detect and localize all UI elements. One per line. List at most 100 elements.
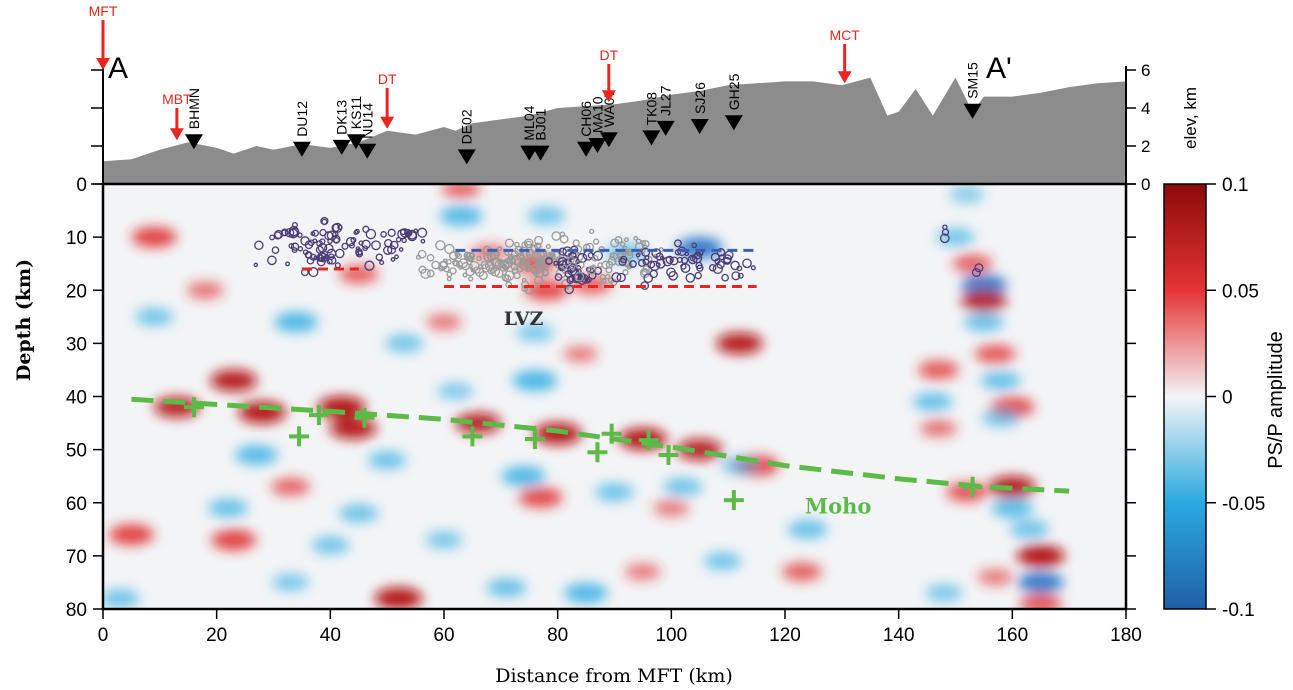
colorbar-gradient xyxy=(1163,183,1207,610)
positive-amplitude-blob xyxy=(653,499,690,517)
earthquake-hypocenter xyxy=(467,276,474,282)
positive-amplitude-blob xyxy=(426,313,462,331)
fault-label: MFT xyxy=(89,3,118,19)
earthquake-hypocenter xyxy=(389,240,399,250)
x-tick-label: 80 xyxy=(547,625,568,646)
negative-amplitude-blob xyxy=(311,536,350,555)
earthquake-hypocenter xyxy=(464,255,470,261)
earthquake-hypocenter xyxy=(680,263,687,270)
station-label: KS11 xyxy=(348,96,364,129)
positive-amplitude-blob xyxy=(917,360,959,380)
fault-arrow-head xyxy=(169,128,184,141)
earthquake-hypocenter xyxy=(438,265,445,272)
earthquake-hypocenter xyxy=(490,266,501,277)
y-tick-label: 40 xyxy=(66,388,87,409)
earthquake-hypocenter xyxy=(401,237,407,244)
earthquake-hypocenter xyxy=(497,258,504,266)
negative-amplitude-blob xyxy=(960,274,1007,296)
earthquake-hypocenter xyxy=(516,265,524,273)
earthquake-hypocenter xyxy=(271,246,280,255)
negative-amplitude-blob xyxy=(936,228,975,247)
y-tick-label: 80 xyxy=(66,600,87,621)
positive-amplitude-blob xyxy=(271,477,311,497)
station-label: TK08 xyxy=(643,92,659,126)
earthquake-hypocenter xyxy=(337,224,343,230)
earthquake-hypocenter xyxy=(290,242,300,251)
earthquake-hypocenter xyxy=(332,234,341,244)
earthquake-hypocenter xyxy=(417,227,428,238)
negative-amplitude-blob xyxy=(516,323,554,342)
fault-arrow-head xyxy=(380,116,395,129)
colorbar: 0.1 0.05 0 -0.05 -0.1 PS/P amplitude xyxy=(1163,175,1287,621)
negative-amplitude-blob xyxy=(527,206,566,225)
station-marker xyxy=(358,143,377,159)
x-tick-label: 0 xyxy=(98,625,109,646)
earthquake-hypocenter xyxy=(742,258,752,269)
negative-amplitude-blob xyxy=(385,334,424,353)
y-tick-label: 10 xyxy=(66,228,87,249)
earthquake-hypocenter xyxy=(514,241,520,248)
earthquake-hypocenter xyxy=(462,272,468,278)
earthquake-hypocenter xyxy=(691,253,703,264)
negative-amplitude-blob xyxy=(439,205,483,226)
earthquake-hypocenter xyxy=(317,254,324,261)
station-marker xyxy=(531,145,550,161)
negative-amplitude-blob xyxy=(425,531,463,549)
positive-amplitude-blob xyxy=(108,524,154,546)
earthquake-hypocenter xyxy=(545,243,551,250)
x-tick-label: 180 xyxy=(1110,625,1142,646)
positive-amplitude-blob xyxy=(1019,593,1062,609)
earthquake-hypocenter xyxy=(469,260,480,272)
earthquake-hypocenter xyxy=(358,240,364,246)
station-marker xyxy=(656,120,675,136)
earthquake-hypocenter xyxy=(750,265,756,271)
earthquake-hypocenter xyxy=(291,247,298,254)
earthquake-hypocenter xyxy=(588,271,597,280)
earthquake-hypocenter xyxy=(604,273,611,280)
earthquake-hypocenter xyxy=(616,272,626,283)
x-tick-label: 20 xyxy=(206,625,227,646)
earthquake-hypocenter xyxy=(641,240,650,249)
station-label: BJ01 xyxy=(533,108,549,140)
positive-amplitude-blob xyxy=(131,226,177,248)
earthquake-hypocenter xyxy=(562,258,573,269)
x-axis-label: Distance from MFT (km) xyxy=(495,665,733,687)
x-tick-label: 100 xyxy=(655,625,687,646)
earthquake-hypocenter xyxy=(694,271,702,280)
earthquake-hypocenter xyxy=(639,268,650,279)
earthquake-hypocenter xyxy=(637,258,646,267)
earthquake-hypocenter xyxy=(449,267,457,275)
negative-amplitude-blob xyxy=(367,451,407,470)
earthquake-hypocenter xyxy=(300,236,310,246)
station-label: DE02 xyxy=(459,109,475,144)
negative-amplitude-blob xyxy=(963,312,1004,332)
positive-amplitude-blob xyxy=(329,417,377,440)
earthquake-hypocenter xyxy=(502,264,509,271)
earthquake-hypocenter xyxy=(610,252,615,258)
earthquake-hypocenter xyxy=(730,260,740,271)
earthquake-hypocenter xyxy=(354,228,360,235)
earthquake-hypocenter xyxy=(716,260,725,269)
earthquake-hypocenter xyxy=(417,249,427,259)
earthquake-hypocenter xyxy=(665,255,674,265)
earthquake-hypocenter xyxy=(564,284,574,295)
earthquake-hypocenter xyxy=(574,271,585,282)
negative-amplitude-blob xyxy=(234,444,278,465)
lvz-label: LVZ xyxy=(504,308,544,330)
positive-amplitude-blob xyxy=(960,290,1007,312)
earthquake-hypocenter xyxy=(387,245,397,255)
earthquake-hypocenter xyxy=(519,254,525,261)
earthquake-hypocenter xyxy=(575,259,585,270)
seismicity xyxy=(253,216,984,295)
station-marker xyxy=(642,130,661,146)
colorbar-tick-label: 0.1 xyxy=(1222,175,1248,196)
earthquake-hypocenter xyxy=(939,233,950,244)
section-end-label: A' xyxy=(986,52,1012,85)
earthquake-hypocenter xyxy=(316,257,326,267)
negative-amplitude-blob xyxy=(272,573,310,592)
earthquake-hypocenter xyxy=(319,238,326,245)
earthquake-hypocenter xyxy=(267,255,277,266)
